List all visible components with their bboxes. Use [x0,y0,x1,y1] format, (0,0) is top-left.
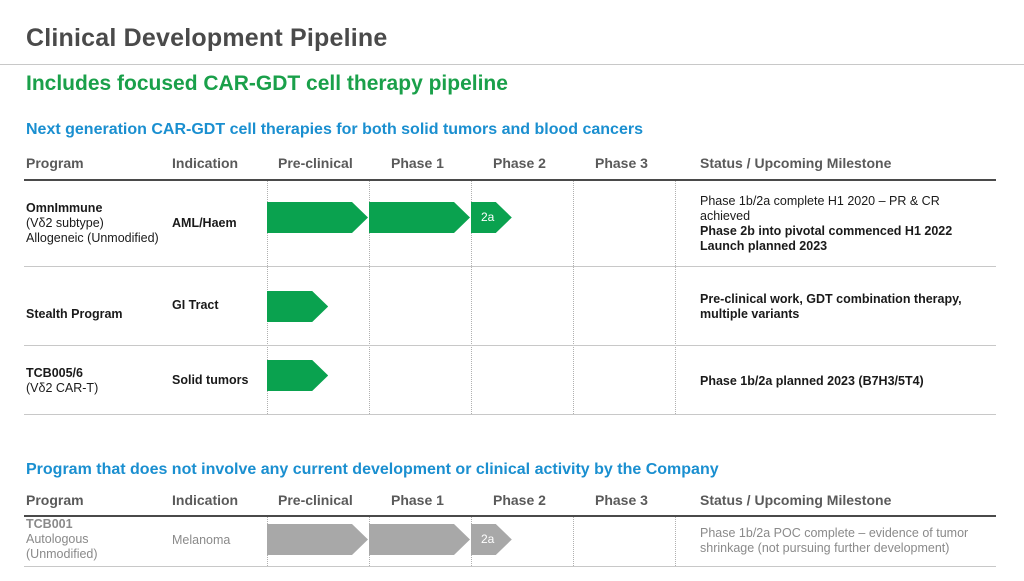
status-milestone: shrinkage (not pursuing further developm… [700,541,950,555]
column-header-status-upcoming-milestone: Status / Upcoming Milestone [700,155,892,171]
pipeline-arrow-partial [267,291,328,322]
program-name: TCB005/6 [26,366,83,380]
program-name: Stealth Program [26,307,123,321]
page-title: Clinical Development Pipeline [26,24,388,52]
column-header-program: Program [26,492,84,508]
phase-divider [675,181,676,414]
row-divider [24,266,996,267]
status-milestone: Phase 1b/2a POC complete – evidence of t… [700,526,969,540]
phase-divider [573,181,574,414]
status-milestone: Launch planned 2023 [700,239,828,253]
program-name: OmnImmune [26,201,103,215]
indication: Melanoma [172,533,231,547]
indication: GI Tract [172,298,219,312]
page-subtitle: Includes focused CAR-GDT cell therapy pi… [26,72,508,95]
column-header-indication: Indication [172,492,239,508]
program-name: (Unmodified) [26,547,98,561]
phase2-label: 2a [481,210,495,224]
pipeline-arrow-phase-1 [369,524,470,555]
phase-divider [471,181,472,414]
column-header-indication: Indication [172,155,239,171]
section2-heading: Program that does not involve any curren… [26,461,719,478]
column-header-phase-2: Phase 2 [493,492,546,508]
header-rule [24,179,996,181]
column-header-phase-3: Phase 3 [595,492,648,508]
pipeline-arrow-phase-0 [267,202,368,233]
status-milestone: multiple variants [700,307,800,321]
status-milestone: Phase 1b/2a complete H1 2020 – PR & CR [700,194,940,208]
row-divider [24,414,996,415]
phase-divider [573,517,574,566]
program-name: Autologous [26,532,89,546]
phase-divider [675,517,676,566]
pipeline-arrow-partial: 2a [471,202,512,233]
column-header-phase-3: Phase 3 [595,155,648,171]
row-divider [24,566,996,567]
title-divider [0,64,1024,65]
program-name: (Vδ2 subtype) [26,216,104,230]
section1-heading: Next generation CAR-GDT cell therapies f… [26,121,643,138]
column-header-phase-2: Phase 2 [493,155,546,171]
column-header-phase-1: Phase 1 [391,492,444,508]
column-header-pre-clinical: Pre-clinical [278,492,353,508]
indication: Solid tumors [172,373,249,387]
header-rule [24,515,996,517]
program-name: (Vδ2 CAR-T) [26,381,99,395]
row-divider [24,345,996,346]
pipeline-arrow-partial [267,360,328,391]
pipeline-arrow-phase-1 [369,202,470,233]
program-name: Allogeneic (Unmodified) [26,231,159,245]
column-header-status-upcoming-milestone: Status / Upcoming Milestone [700,492,892,508]
phase-divider [369,181,370,414]
pipeline-arrow-partial: 2a [471,524,512,555]
pipeline-arrow-phase-0 [267,524,368,555]
column-header-phase-1: Phase 1 [391,155,444,171]
status-milestone: achieved [700,209,751,223]
status-milestone: Phase 2b into pivotal commenced H1 2022 [700,224,953,238]
status-milestone: Phase 1b/2a planned 2023 (B7H3/5T4) [700,374,924,388]
program-name: TCB001 [26,517,73,531]
column-header-pre-clinical: Pre-clinical [278,155,353,171]
phase2-label: 2a [481,532,495,546]
indication: AML/Haem [172,216,237,230]
column-header-program: Program [26,155,84,171]
status-milestone: Pre-clinical work, GDT combination thera… [700,292,962,306]
